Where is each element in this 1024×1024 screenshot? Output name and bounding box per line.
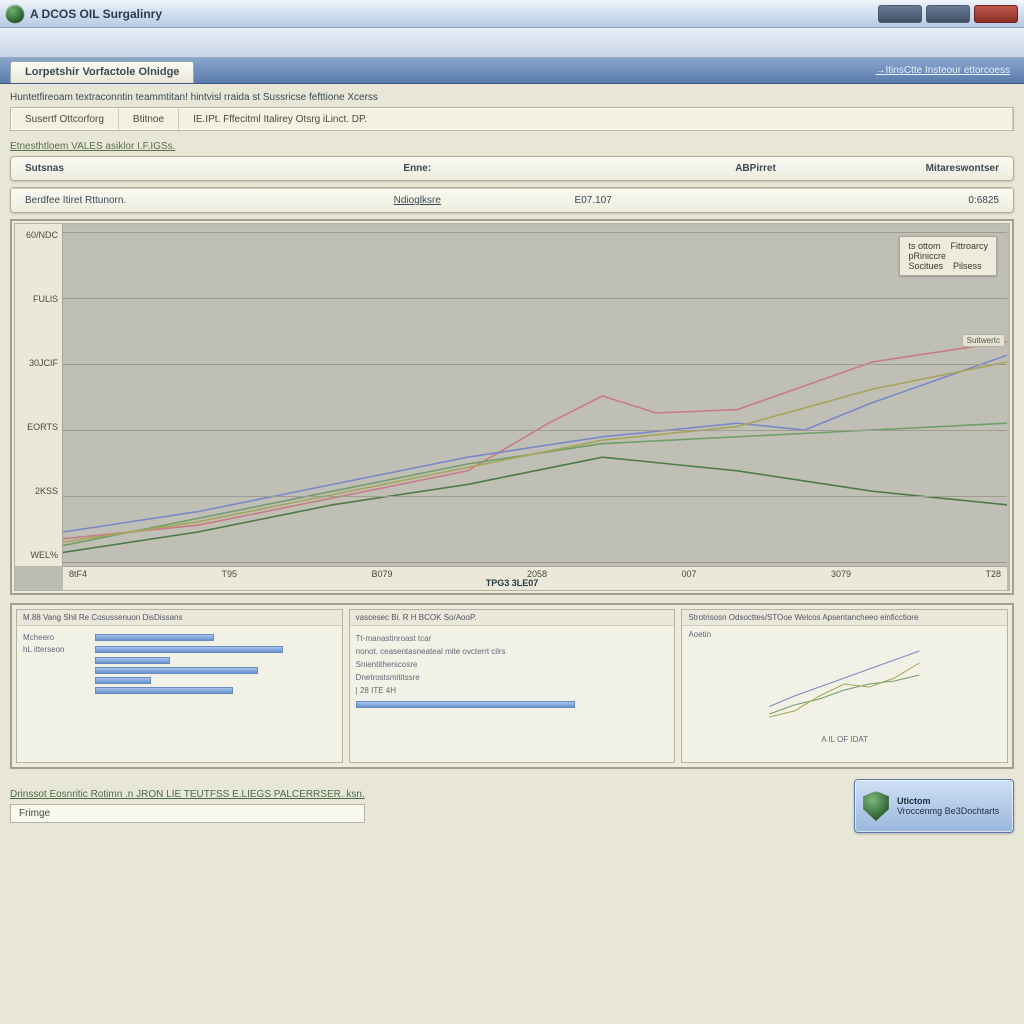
window-title: A DCOS OIL Surgalinry <box>30 7 162 21</box>
chart-lines-svg <box>63 226 1007 566</box>
col-2 <box>512 163 674 174</box>
chart-plot-area: ts ottom Fittroarcy pRiniccre Socitues Pil… <box>63 226 1007 566</box>
action-badge-button[interactable]: Utictom Vroccenmg Be3Dochtarts <box>854 779 1014 833</box>
cell-3 <box>674 195 836 206</box>
thumb-3-title: Strotrisosn Odsocttes/STOoe Welcos Apsen… <box>682 610 1007 626</box>
thumb-2-title: vascesec Bi. R H BCOK So/AooP. <box>350 610 675 626</box>
cell-1[interactable]: Ndioglksre <box>323 195 512 206</box>
table-subtitle: Etnesthtloem VALES asiklor I.F.IGSs. <box>10 141 1014 152</box>
col-3[interactable]: ABPirret <box>674 163 836 174</box>
footer-field[interactable]: Frimge <box>10 804 365 823</box>
filter-cell-1[interactable]: Susertf Ottcorforg <box>11 108 119 130</box>
thumb-3[interactable]: Strotrisosn Odsocttes/STOoe Welcos Apsen… <box>681 609 1008 763</box>
header-description: Huntetfireoam textraconntin teammtitan! … <box>10 92 1014 103</box>
legend-r2c1: Pilsess <box>953 261 982 271</box>
footer: Drinssot Eosnritic Rotimn .n JRON LIE TE… <box>10 779 1014 833</box>
cell-2: E07.107 <box>512 195 674 206</box>
toolbar-strip <box>0 28 1024 58</box>
table-row[interactable]: Berdfee Itiret Rttunorn. Ndioglksre E07.… <box>11 188 1013 212</box>
filter-row: Susertf Ottcorforg Btitnoe IE.IPt. Fffec… <box>10 107 1014 131</box>
col-1[interactable]: Enne: <box>323 163 512 174</box>
main-chart: 60/NDCFULlS30JCIFEORTS2KSSWEL% ts ottom F… <box>10 219 1014 595</box>
chart-yaxis: 60/NDCFULlS30JCIFEORTS2KSSWEL% <box>15 224 63 566</box>
tab-strip: Lorpetshir Vorfactole Olnidge →ItinsCtte… <box>0 58 1024 84</box>
thumbnail-row: M.88 Vang Shil Re Cosussenuon DisDissans… <box>10 603 1014 769</box>
tabstrip-right-link[interactable]: →ItinsCtte Insteour ettorcoess <box>875 65 1010 76</box>
window-close-button[interactable] <box>974 5 1018 23</box>
chart-annot-1: Suttwertc <box>962 334 1005 347</box>
shield-icon <box>863 791 889 821</box>
cell-0: Berdfee Itiret Rttunorn. <box>25 195 323 206</box>
thumb-1[interactable]: M.88 Vang Shil Re Cosussenuon DisDissans… <box>16 609 343 763</box>
tab-overview[interactable]: Lorpetshir Vorfactole Olnidge <box>10 61 194 83</box>
badge-title: Utictom <box>897 796 999 806</box>
thumb-1-title: M.88 Vang Shil Re Cosussenuon DisDissans <box>17 610 342 626</box>
window-max-button[interactable] <box>926 5 970 23</box>
legend-r0c0: ts ottom <box>908 241 940 251</box>
legend-r1c0: pRiniccre <box>908 251 946 261</box>
chart-xtitle: TPG3 3LE07 <box>486 578 539 588</box>
app-shield-icon <box>6 5 24 23</box>
window-min-button[interactable] <box>878 5 922 23</box>
badge-text: Utictom Vroccenmg Be3Dochtarts <box>897 796 999 816</box>
thumb-2[interactable]: vascesec Bi. R H BCOK So/AooP. Tt-manast… <box>349 609 676 763</box>
badge-subtitle: Vroccenmg Be3Dochtarts <box>897 806 999 816</box>
filter-cell-3[interactable]: IE.IPt. Fffecitml Italirey Otsrg iLinct.… <box>179 108 1013 130</box>
cell-4: 0:6825 <box>837 195 999 206</box>
summary-table-row: Berdfee Itiret Rttunorn. Ndioglksre E07.… <box>10 187 1014 213</box>
filter-cell-2[interactable]: Btitnoe <box>119 108 179 130</box>
legend-r0c1: Fittroarcy <box>950 241 988 251</box>
summary-table: Sutsnas Enne: ABPirret Mitareswontser <box>10 156 1014 181</box>
table-header-row: Sutsnas Enne: ABPirret Mitareswontser <box>11 157 1013 180</box>
chart-legend: ts ottom Fittroarcy pRiniccre Socitues Pil… <box>899 236 997 276</box>
footer-link[interactable]: Drinssot Eosnritic Rotimn .n JRON LIE TE… <box>10 789 365 800</box>
main-content: Huntetfireoam textraconntin teammtitan! … <box>0 84 1024 841</box>
legend-r2c0: Socitues <box>908 261 943 271</box>
col-0[interactable]: Sutsnas <box>25 163 323 174</box>
chart-canvas[interactable]: 60/NDCFULlS30JCIFEORTS2KSSWEL% ts ottom F… <box>14 223 1010 591</box>
window-titlebar: A DCOS OIL Surgalinry <box>0 0 1024 28</box>
col-4[interactable]: Mitareswontser <box>837 163 999 174</box>
